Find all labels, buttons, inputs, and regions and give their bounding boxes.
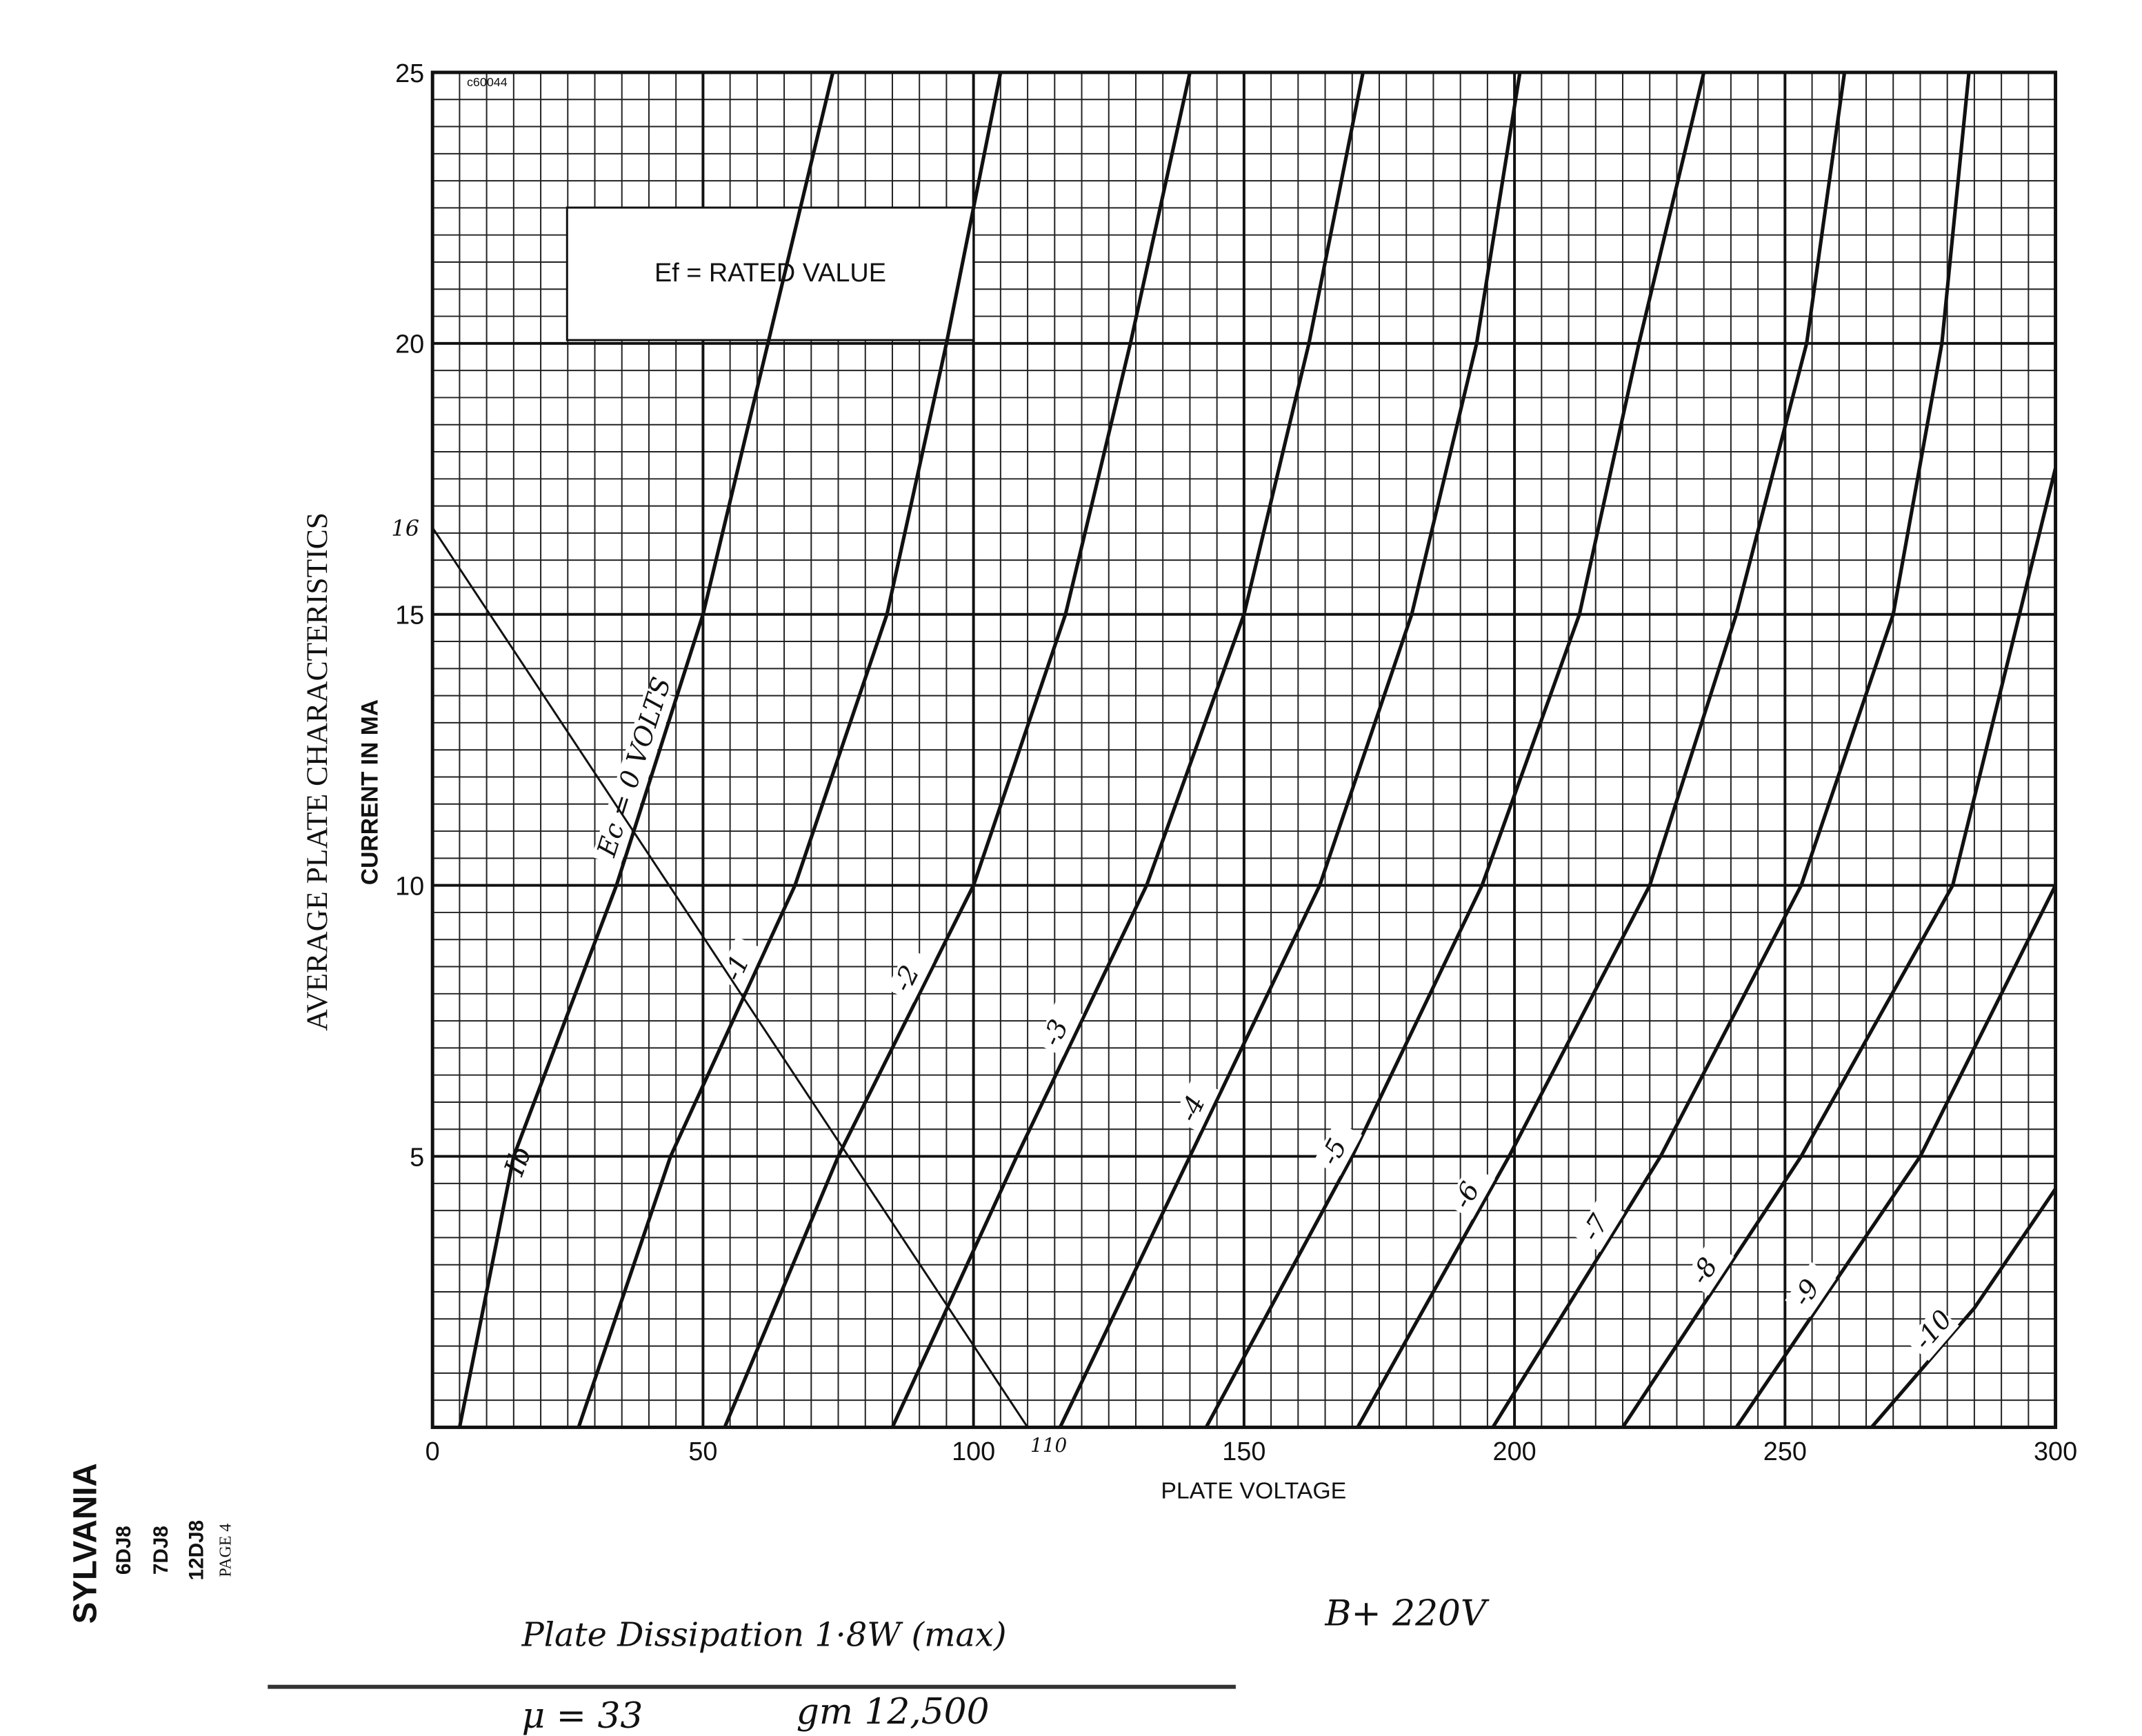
x-tick-label: 50 [688,1437,717,1466]
x-tick-label: 100 [952,1437,995,1466]
annotation: 16 [391,517,419,541]
curve [1491,72,1971,1428]
curve-label-bg [1445,1164,1495,1219]
curve [1870,1188,2057,1429]
curve [577,72,1003,1428]
y-tick-label: 10 [395,872,424,901]
curve [1734,884,2057,1428]
model: 12DJ8 [186,1520,208,1580]
x-tick-label: 0 [426,1437,440,1466]
x-axis-label: PLATE VOLTAGE [1161,1478,1346,1504]
x-tick-label: 200 [1493,1437,1537,1466]
model: 7DJ8 [150,1526,172,1575]
curve [457,72,835,1428]
page-number: PAGE 4 [217,1524,234,1577]
curve-label-bg [1313,1120,1363,1176]
handwritten-note: μ = 33 [522,1695,643,1736]
code: c60044 [467,75,508,89]
note: Ef = RATED VALUE [654,258,886,287]
handwritten-note: B+ 220V [1324,1593,1490,1635]
y-tick-label: 25 [395,59,424,88]
curve-label-bg [1905,1306,1959,1361]
curve-label-bg [1035,1001,1083,1057]
curve [723,72,1192,1428]
curve-label-bg [591,687,674,866]
curve [1621,467,2058,1428]
y-tick-label: 15 [395,601,424,630]
curve [1356,72,1847,1428]
curve-label-bg [1785,1261,1836,1317]
annotation: 110 [1030,1434,1067,1457]
curve-label-bg [1172,1077,1220,1133]
y-tick-label: 20 [395,330,424,359]
curve [1058,72,1522,1428]
curve [890,72,1365,1428]
y-tick-label: 5 [410,1143,424,1172]
handwritten-note: gm 12,500 [797,1691,990,1733]
model: 6DJ8 [112,1526,135,1575]
brand: SYLVANIA [67,1463,103,1624]
curve-label-bg [1574,1197,1625,1253]
y-axis-label: CURRENT IN MA [357,699,383,885]
x-tick-label: 150 [1222,1437,1265,1466]
curve [1204,72,1706,1428]
x-tick-label: 250 [1763,1437,1807,1466]
title: AVERAGE PLATE CHARACTERISTICS [301,512,334,1031]
curve-label-bg [1683,1240,1734,1296]
curve-label-bg [717,936,764,992]
x-tick-label: 300 [2034,1437,2077,1466]
handwritten-note: Plate Dissipation 1·8W (max) [521,1616,1007,1654]
note-box [565,206,975,341]
load-line [431,527,1029,1428]
curve-label-bg [886,947,934,1003]
